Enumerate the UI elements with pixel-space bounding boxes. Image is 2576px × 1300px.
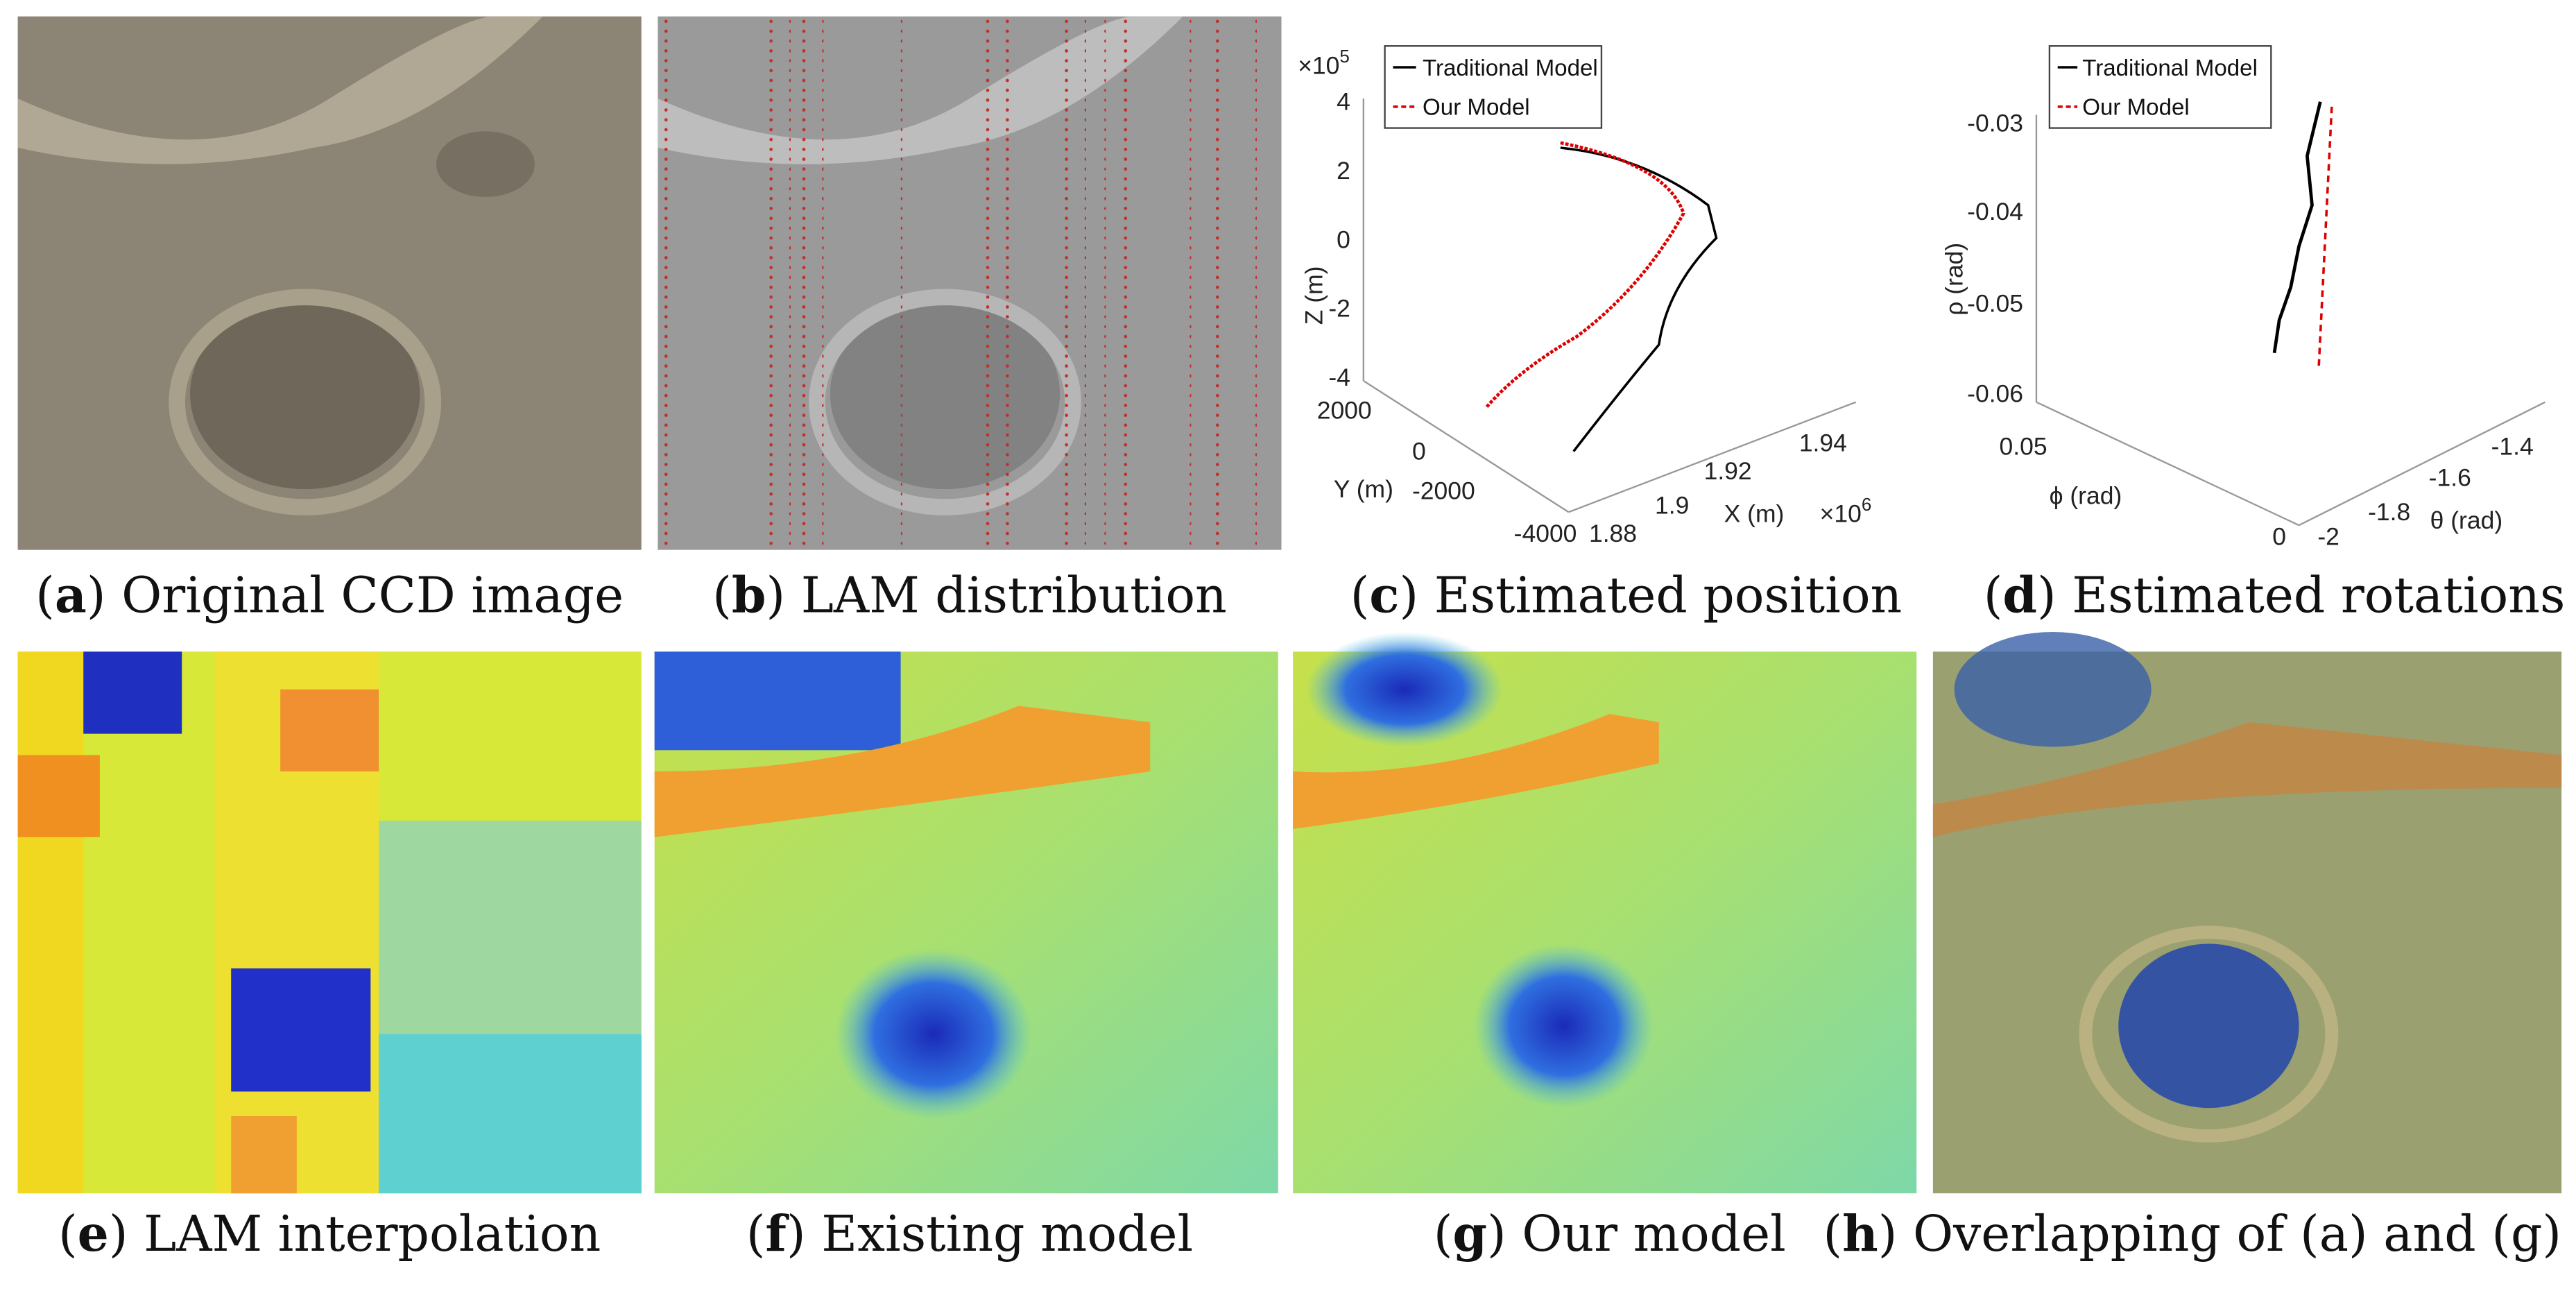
legend-entry: Traditional Model (2082, 55, 2258, 81)
axis-label: Y (m) (1334, 475, 1393, 503)
x-tick-label: 1.94 (1799, 429, 1847, 457)
model-images (654, 631, 2562, 1194)
caption-letter: a (55, 566, 87, 624)
caption: (b) LAM distribution (712, 566, 1227, 624)
caption-text: ) Estimated position (1400, 567, 1903, 624)
axis-exponent: ×106 (1820, 494, 1872, 528)
interp-image (17, 651, 642, 1194)
caption-text: ( (712, 567, 732, 624)
rho-tick-label: -0.04 (1967, 198, 2023, 225)
ccd-image (17, 16, 642, 550)
caption: (g) Our model (1434, 1204, 1786, 1263)
caption: (c) Estimated position (1350, 566, 1903, 624)
axis-label: X (m) (1724, 499, 1785, 527)
caption-letter: b (732, 566, 766, 624)
axis-label: ϕ (rad) (2050, 481, 2122, 509)
axis-label: θ (rad) (2430, 506, 2503, 534)
caption-letter: g (1452, 1204, 1487, 1263)
y-tick-label: 0 (1412, 438, 1426, 465)
caption-text: ) Overlapping of (a) and (g) (1878, 1205, 2561, 1263)
z-tick-label: 4 (1337, 88, 1350, 116)
caption-text: ( (1984, 567, 2003, 624)
rho-tick-label: -0.05 (1967, 290, 2023, 318)
y-tick-label: -4000 (1514, 520, 1577, 547)
caption-letter: c (1369, 566, 1399, 624)
axis-label: Z (m) (1300, 266, 1328, 325)
caption-letter: e (78, 1204, 109, 1263)
rotation-plot (2035, 45, 2546, 527)
caption-text: ) LAM distribution (766, 567, 1226, 624)
exponent-power: 6 (1862, 494, 1871, 515)
axis-exponent: ×105 (1298, 46, 1350, 80)
caption-text: ( (1823, 1205, 1842, 1263)
caption-text: ( (58, 1205, 78, 1263)
exponent-base: ×10 (1298, 51, 1339, 79)
caption: (d) Estimated rotations (1984, 566, 2566, 624)
caption-text: ( (746, 1205, 766, 1263)
axis-label: ρ (rad) (1940, 243, 1968, 316)
caption: (f) Existing model (746, 1204, 1193, 1263)
z-tick-label: -4 (1328, 364, 1350, 391)
y-tick-label: 2000 (1317, 396, 1372, 424)
phi-tick-label: 0.05 (2000, 432, 2047, 460)
caption-text: ) Original CCD image (87, 567, 624, 624)
caption-letter: d (2002, 566, 2037, 624)
caption: (h) Overlapping of (a) and (g) (1823, 1204, 2561, 1263)
theta-tick-label: -2 (2317, 523, 2339, 551)
position-plot (1362, 45, 1857, 513)
legend-entry: Traditional Model (1423, 55, 1598, 81)
caption-text: ) Existing model (787, 1205, 1193, 1263)
caption: (a) Original CCD image (35, 566, 624, 624)
x-tick-label: 1.88 (1589, 520, 1637, 547)
x-tick-label: 1.9 (1655, 492, 1689, 520)
z-tick-label: -2 (1328, 295, 1350, 323)
z-tick-label: 0 (1337, 225, 1350, 253)
rho-tick-label: -0.06 (1967, 380, 2023, 408)
caption-letter: h (1842, 1204, 1878, 1263)
phi-tick-label: 0 (2272, 523, 2286, 551)
theta-tick-label: -1.8 (2368, 498, 2410, 526)
lam-image (658, 16, 1282, 550)
exponent-power: 5 (1339, 46, 1349, 67)
caption-text: ) Estimated rotations (2037, 567, 2565, 624)
caption-text: ) LAM interpolation (109, 1205, 601, 1263)
theta-tick-label: -1.4 (2491, 432, 2534, 460)
caption: (e) LAM interpolation (58, 1204, 601, 1263)
caption-text: ) Our model (1487, 1205, 1786, 1263)
caption-letter: f (765, 1204, 789, 1263)
z-tick-label: 2 (1337, 157, 1350, 185)
exponent-base: ×10 (1820, 499, 1862, 527)
caption-text: ( (1434, 1205, 1453, 1263)
y-tick-label: -2000 (1412, 477, 1475, 504)
legend-entry: Our Model (2082, 95, 2190, 121)
caption-text: ( (1350, 567, 1370, 624)
labels: (a) Original CCD image (b) LAM distributi… (35, 46, 2565, 1263)
legend-entry: Our Model (1423, 95, 1530, 121)
caption-text: ( (35, 567, 55, 624)
x-tick-label: 1.92 (1704, 457, 1752, 485)
theta-tick-label: -1.6 (2429, 463, 2471, 491)
rho-tick-label: -0.03 (1967, 109, 2023, 137)
